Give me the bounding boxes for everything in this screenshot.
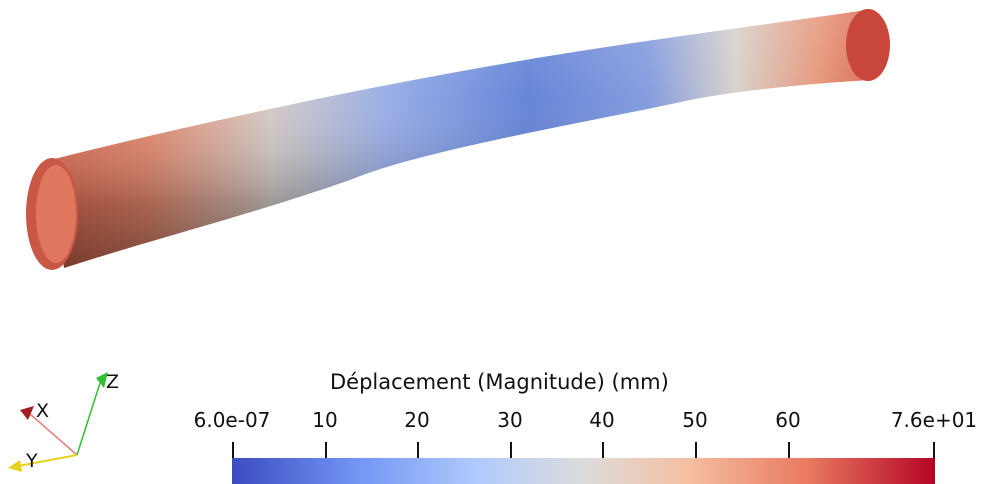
z-axis-arrow-icon <box>96 372 108 388</box>
colorbar-tick-label: 20 <box>404 408 430 432</box>
z-axis-line <box>76 382 101 456</box>
pipe-shading <box>50 10 870 268</box>
x-axis-label: X <box>36 400 49 422</box>
pipe-end-inner-left <box>36 165 76 263</box>
y-axis-arrow-icon <box>8 460 22 472</box>
x-axis-arrow-icon <box>20 406 34 420</box>
y-axis-line <box>17 454 78 467</box>
z-axis-label: Z <box>106 371 119 393</box>
colorbar-tick-label: 50 <box>682 408 708 432</box>
colorbar-tick <box>695 442 697 460</box>
colorbar-tick-label: 60 <box>775 408 801 432</box>
colorbar-min-label: 6.0e-07 <box>193 408 271 432</box>
orientation-axes: X Y Z <box>8 371 119 472</box>
colorbar-tick <box>602 442 604 460</box>
colorbar-max-label: 7.6e+01 <box>890 408 978 432</box>
colorbar-tick <box>232 442 234 460</box>
colorbar-tick-label: 10 <box>312 408 338 432</box>
pipe-mesh[interactable] <box>26 9 890 270</box>
colorbar-tick <box>933 442 935 460</box>
x-axis-line <box>29 413 78 456</box>
colorbar-tick-label: 40 <box>589 408 615 432</box>
colorbar-tick <box>510 442 512 460</box>
colorbar-tick <box>325 442 327 460</box>
colorbar-gradient <box>232 458 935 484</box>
pipe-end-cap-right <box>846 9 890 81</box>
colorbar-title: Déplacement (Magnitude) (mm) <box>330 370 669 394</box>
colorbar-tick-label: 30 <box>497 408 523 432</box>
colorbar-tick <box>788 442 790 460</box>
colorbar-tick <box>417 442 419 460</box>
y-axis-label: Y <box>25 450 38 472</box>
